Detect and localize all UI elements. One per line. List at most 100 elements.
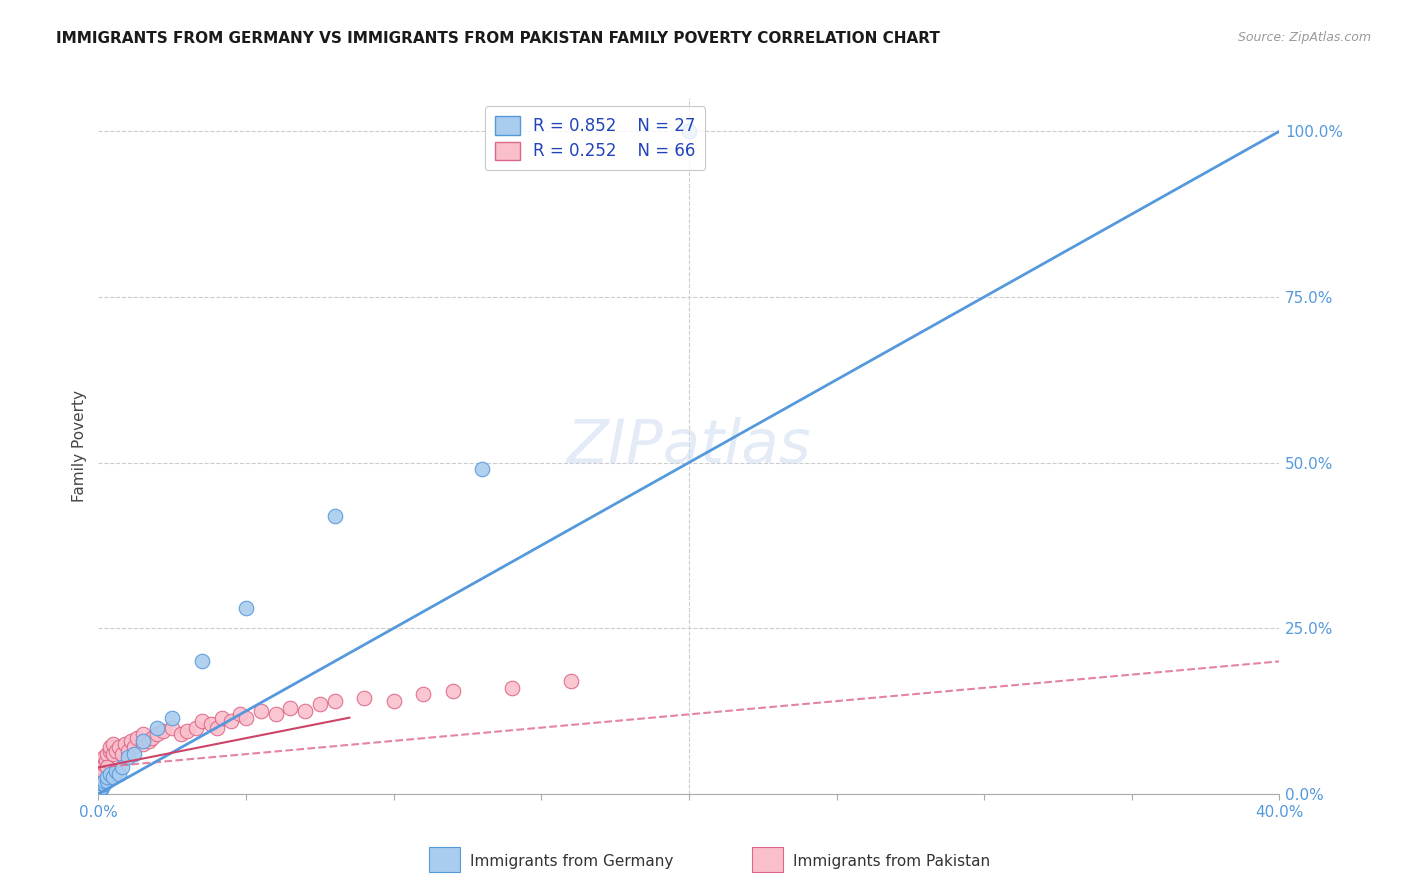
Point bbox=[87, 783, 110, 797]
Point bbox=[323, 694, 346, 708]
Point bbox=[200, 717, 222, 731]
Point bbox=[170, 727, 193, 741]
Point bbox=[91, 777, 114, 791]
Point bbox=[353, 690, 375, 705]
Point bbox=[219, 714, 242, 728]
Point bbox=[90, 781, 112, 796]
Point bbox=[93, 750, 115, 764]
Point bbox=[93, 777, 115, 791]
Point bbox=[114, 737, 136, 751]
Point bbox=[191, 714, 214, 728]
Point bbox=[96, 760, 118, 774]
Point bbox=[89, 777, 111, 791]
Point bbox=[122, 740, 145, 755]
Point bbox=[103, 770, 125, 784]
Point bbox=[132, 734, 155, 748]
Point bbox=[229, 707, 252, 722]
Point bbox=[294, 704, 316, 718]
Point bbox=[122, 747, 145, 761]
Point bbox=[132, 737, 155, 751]
Point bbox=[441, 684, 464, 698]
Point bbox=[89, 780, 111, 795]
Point bbox=[94, 754, 117, 768]
Point bbox=[471, 462, 494, 476]
Point bbox=[90, 770, 112, 784]
Point bbox=[111, 747, 134, 761]
Point bbox=[184, 721, 207, 735]
Point bbox=[162, 711, 183, 725]
Point bbox=[87, 783, 110, 797]
Bar bbox=[752, 847, 783, 872]
Text: Source: ZipAtlas.com: Source: ZipAtlas.com bbox=[1237, 31, 1371, 45]
Point bbox=[96, 773, 118, 788]
Point bbox=[278, 700, 302, 714]
Point bbox=[152, 723, 174, 738]
Point bbox=[108, 767, 131, 781]
Point bbox=[87, 781, 110, 796]
Point bbox=[120, 734, 142, 748]
Point bbox=[96, 770, 118, 784]
Point bbox=[89, 783, 111, 797]
Point bbox=[96, 747, 118, 761]
Point bbox=[89, 775, 111, 789]
Point bbox=[560, 674, 582, 689]
Point bbox=[103, 737, 125, 751]
Point bbox=[89, 780, 111, 795]
Point bbox=[91, 764, 114, 778]
Point bbox=[146, 727, 169, 741]
Point bbox=[191, 654, 214, 668]
Bar bbox=[429, 847, 460, 872]
Point bbox=[132, 727, 155, 741]
Point bbox=[678, 124, 700, 138]
Point bbox=[93, 757, 115, 772]
Point bbox=[103, 747, 125, 761]
Point bbox=[98, 740, 121, 755]
Point bbox=[90, 764, 112, 778]
Point bbox=[91, 760, 114, 774]
Point bbox=[89, 773, 111, 788]
Text: Immigrants from Germany: Immigrants from Germany bbox=[470, 855, 673, 869]
Point bbox=[125, 731, 148, 745]
Text: Immigrants from Pakistan: Immigrants from Pakistan bbox=[793, 855, 990, 869]
Point bbox=[90, 770, 112, 784]
Point bbox=[93, 773, 115, 788]
Point bbox=[250, 704, 273, 718]
Point bbox=[501, 681, 523, 695]
Point bbox=[382, 694, 405, 708]
Point bbox=[323, 508, 346, 523]
Point bbox=[98, 767, 121, 781]
Point bbox=[98, 744, 121, 758]
Point bbox=[89, 770, 111, 784]
Point bbox=[412, 688, 434, 702]
Point bbox=[235, 601, 257, 615]
Point bbox=[138, 734, 160, 748]
Point bbox=[91, 767, 114, 781]
Point bbox=[176, 723, 198, 738]
Point bbox=[162, 721, 183, 735]
Point bbox=[90, 777, 112, 791]
Point bbox=[89, 773, 111, 788]
Point bbox=[108, 740, 131, 755]
Point bbox=[205, 721, 228, 735]
Point bbox=[235, 711, 257, 725]
Point bbox=[309, 698, 332, 712]
Point bbox=[105, 744, 128, 758]
Point bbox=[91, 780, 114, 795]
Point bbox=[90, 767, 112, 781]
Point bbox=[146, 721, 169, 735]
Point bbox=[91, 754, 114, 768]
Point bbox=[89, 779, 111, 793]
Point bbox=[90, 779, 112, 793]
Point bbox=[264, 707, 287, 722]
Point bbox=[141, 731, 163, 745]
Y-axis label: Family Poverty: Family Poverty bbox=[72, 390, 87, 502]
Point bbox=[117, 744, 139, 758]
Point bbox=[111, 760, 134, 774]
Legend: R = 0.852    N = 27, R = 0.252    N = 66: R = 0.852 N = 27, R = 0.252 N = 66 bbox=[485, 106, 706, 170]
Text: IMMIGRANTS FROM GERMANY VS IMMIGRANTS FROM PAKISTAN FAMILY POVERTY CORRELATION C: IMMIGRANTS FROM GERMANY VS IMMIGRANTS FR… bbox=[56, 31, 941, 46]
Point bbox=[89, 781, 111, 796]
Text: ZIPatlas: ZIPatlas bbox=[567, 417, 811, 475]
Point bbox=[211, 711, 233, 725]
Point bbox=[117, 750, 139, 764]
Point bbox=[87, 777, 110, 791]
